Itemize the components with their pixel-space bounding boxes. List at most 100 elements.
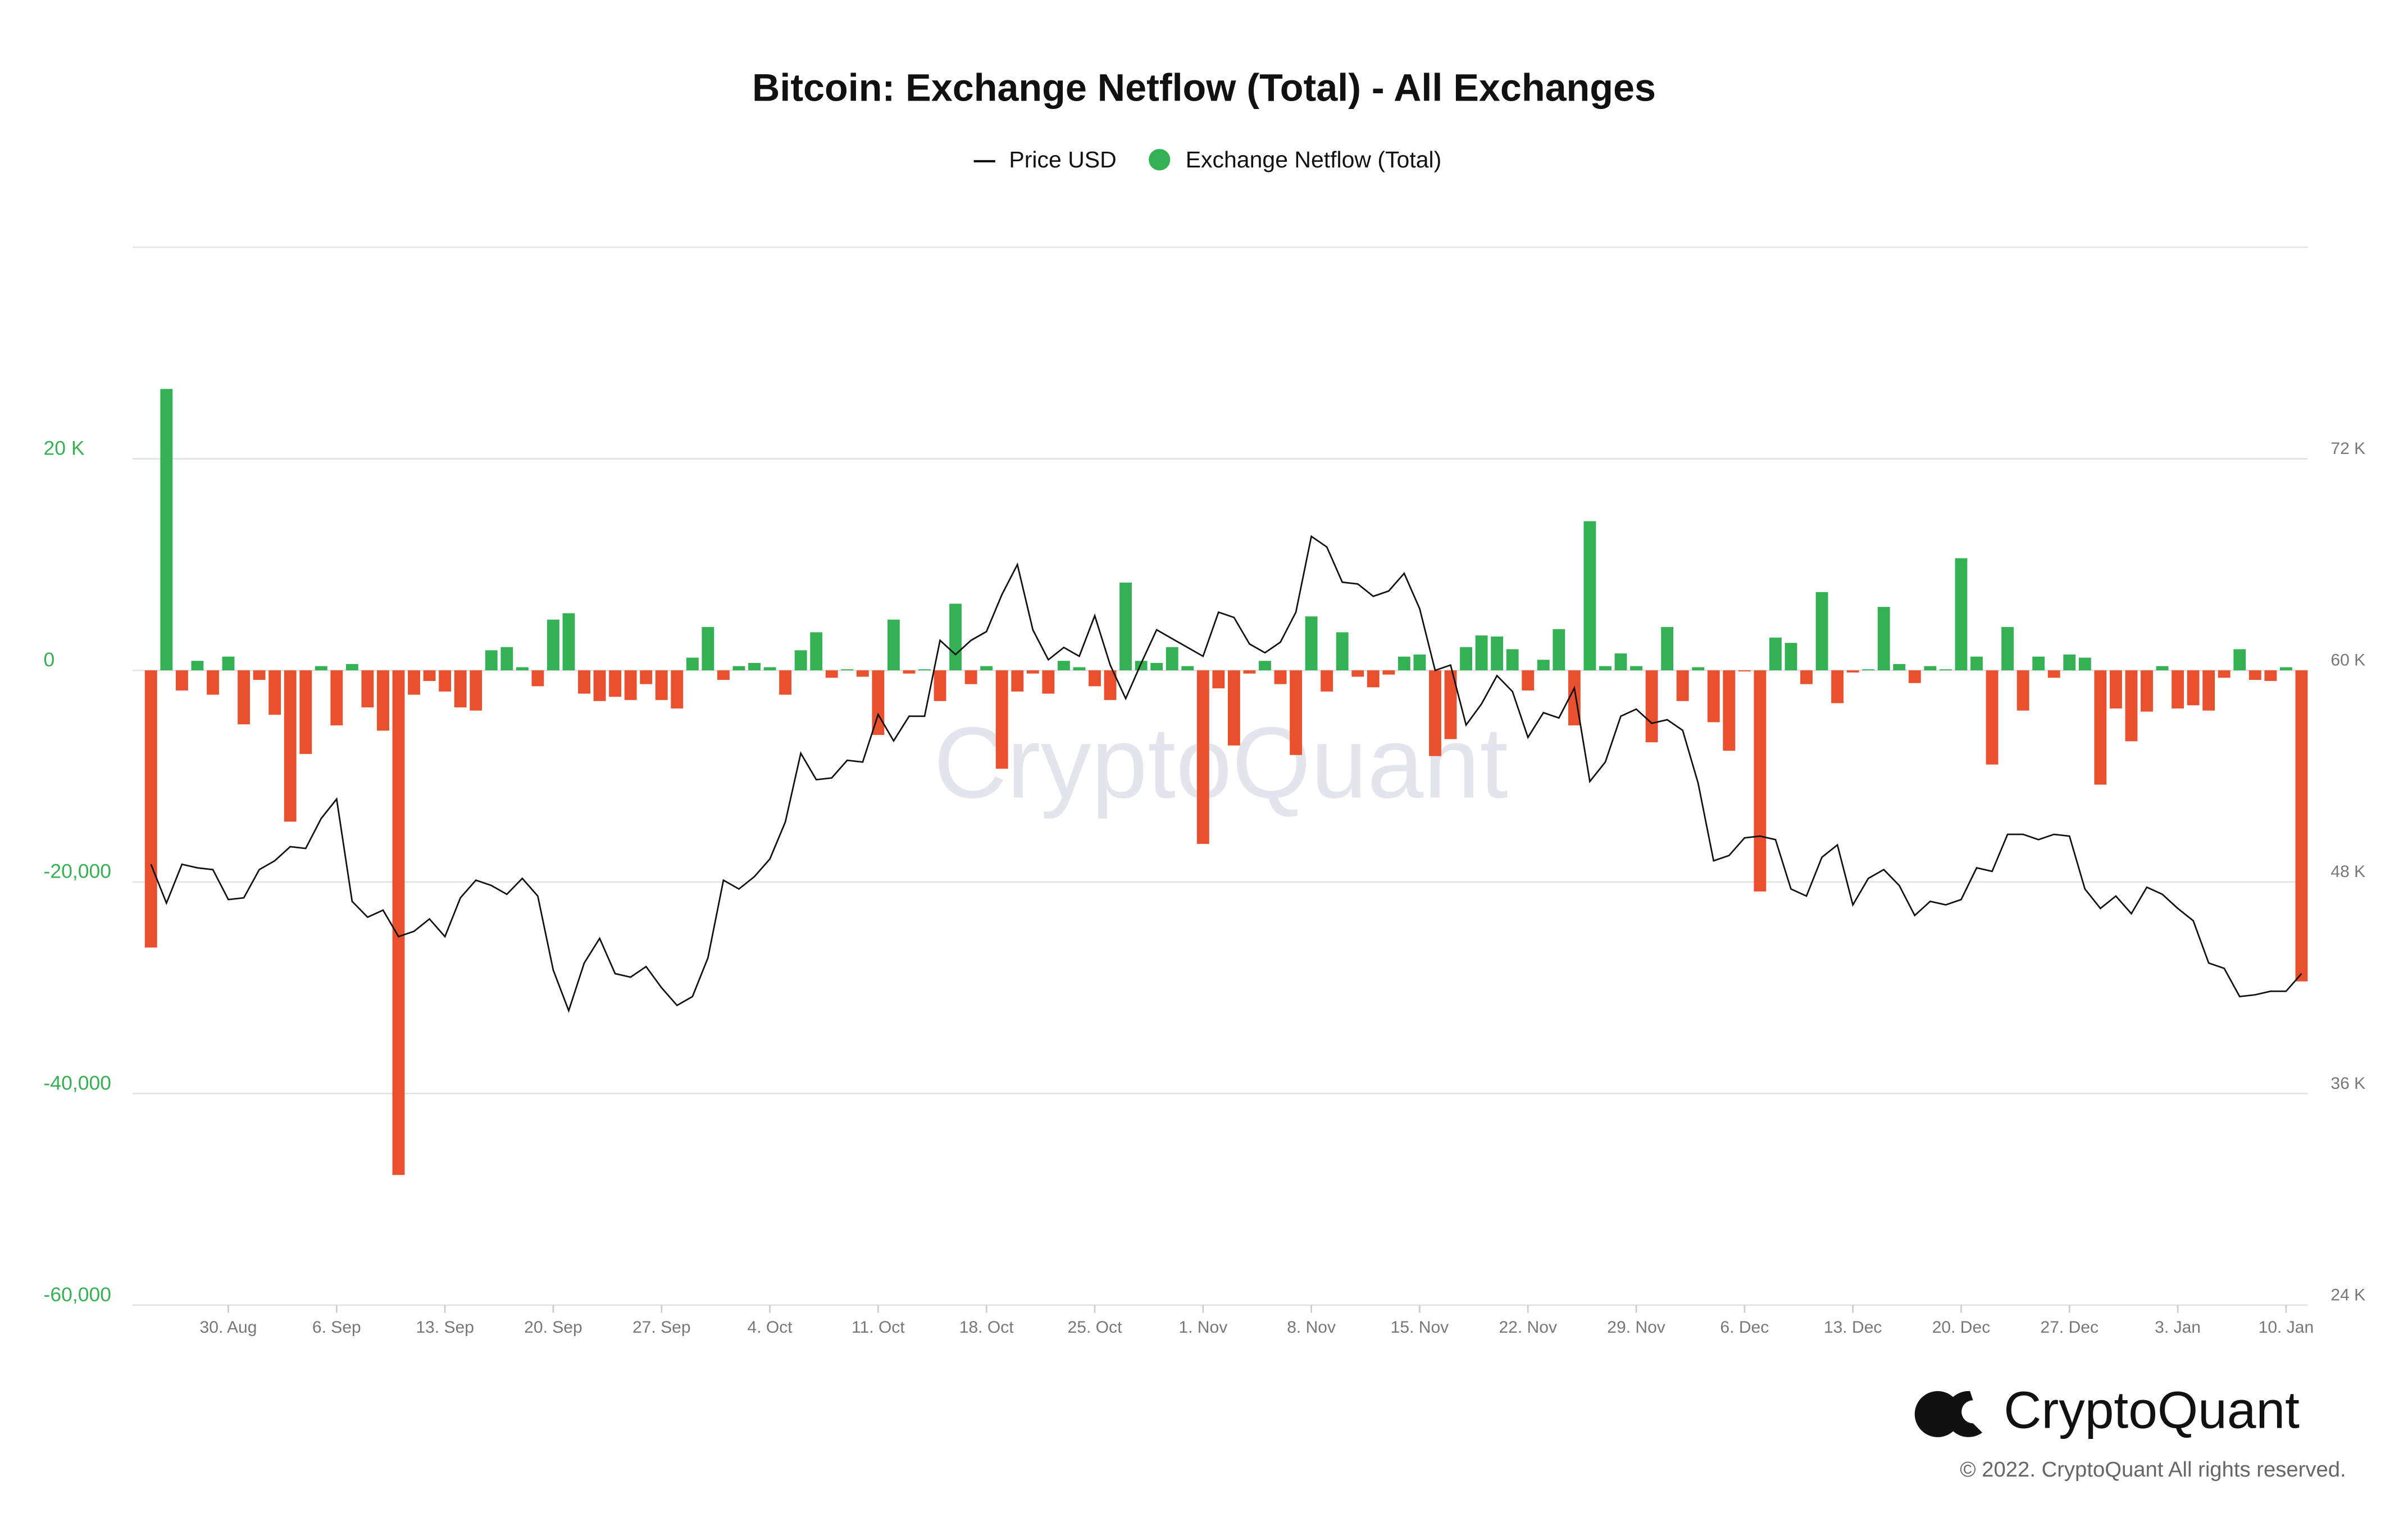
bar: [439, 670, 452, 692]
bar: [1042, 670, 1055, 694]
bar: [934, 670, 946, 701]
bar: [856, 670, 869, 677]
bar: [2264, 670, 2277, 681]
bar: [1057, 661, 1070, 671]
bar: [547, 619, 559, 671]
bar: [748, 662, 761, 671]
bar: [887, 619, 900, 671]
bar: [2279, 667, 2292, 671]
bar: [918, 669, 931, 671]
y2-tick-label: 24 K: [2330, 1286, 2365, 1304]
bar: [485, 650, 498, 671]
y-tick-label: -20,000: [44, 860, 111, 883]
bar: [2218, 670, 2231, 678]
bar: [2141, 670, 2153, 712]
bar: [345, 664, 358, 671]
bar: [408, 670, 420, 695]
bar: [1877, 607, 1890, 671]
bar: [2109, 670, 2122, 708]
legend-swatch: [1149, 149, 1171, 171]
bar: [1785, 643, 1797, 671]
bar: [2063, 654, 2076, 671]
legend-label: Exchange Netflow (Total): [1186, 147, 1442, 172]
bar: [1630, 666, 1642, 671]
bar: [1815, 592, 1828, 671]
bar: [794, 650, 807, 671]
bar: [470, 670, 482, 711]
y2-tick-label: 36 K: [2330, 1074, 2365, 1093]
copyright: © 2022. CryptoQuant All rights reserved.: [1960, 1457, 2346, 1482]
x-tick-label: 8. Nov: [1287, 1318, 1336, 1337]
bar: [1568, 670, 1581, 726]
bar: [531, 670, 544, 687]
bar: [2032, 656, 2045, 671]
bar: [1274, 670, 1287, 684]
bar: [640, 670, 653, 684]
y2-tick-label: 60 K: [2330, 651, 2365, 670]
bar: [500, 647, 513, 671]
bar: [284, 670, 297, 822]
bar: [717, 670, 730, 680]
x-tick-label: 11. Oct: [852, 1318, 905, 1337]
x-tick-label: 3. Jan: [2155, 1318, 2201, 1337]
bar: [1259, 661, 1271, 671]
x-tick-label: 15. Nov: [1391, 1318, 1449, 1337]
bar: [1908, 670, 1921, 683]
x-tick-label: 4. Oct: [747, 1318, 793, 1337]
bar: [2125, 670, 2138, 742]
x-tick-label: 27. Sep: [632, 1318, 691, 1337]
bar: [1089, 670, 1101, 687]
x-tick-label: 10. Jan: [2259, 1318, 2314, 1337]
bar: [2016, 670, 2029, 711]
y2-tick-label: 48 K: [2330, 862, 2365, 881]
x-tick-label: 30. Aug: [200, 1318, 257, 1337]
bar: [763, 667, 776, 671]
bar: [1970, 656, 1983, 671]
x-tick-label: 1. Nov: [1178, 1318, 1227, 1337]
bar: [1351, 670, 1364, 677]
y-tick-label: 0: [44, 648, 55, 671]
bar: [423, 670, 436, 681]
bar: [1614, 653, 1627, 671]
price-line: [150, 535, 2302, 1013]
bar: [903, 670, 916, 674]
bar: [1537, 660, 1550, 671]
y-tick-label: -40,000: [44, 1071, 111, 1094]
bar: [1166, 647, 1178, 671]
bar: [377, 670, 389, 731]
bar: [392, 670, 405, 1175]
x-tick-label: 18. Oct: [959, 1318, 1014, 1337]
bar: [1738, 670, 1751, 672]
bar: [2202, 670, 2215, 711]
bar: [1924, 666, 1937, 671]
bar: [1800, 670, 1813, 684]
bar: [1460, 647, 1472, 671]
legend-label: Price USD: [1009, 147, 1116, 172]
bar: [995, 670, 1008, 769]
bar: [2187, 670, 2200, 706]
bar: [686, 657, 699, 671]
bar: [1227, 670, 1240, 746]
bar: [1506, 649, 1519, 671]
bar: [1645, 670, 1658, 743]
bar: [299, 670, 312, 754]
bar: [2078, 657, 2091, 671]
logo-mark: [1945, 1391, 1983, 1437]
bar: [2233, 649, 2246, 671]
bar: [238, 670, 251, 725]
bar: [1026, 670, 1039, 674]
bar: [2295, 670, 2308, 982]
bar: [2172, 670, 2184, 708]
bar: [2047, 670, 2060, 678]
x-tick-label: 6. Dec: [1720, 1318, 1769, 1337]
bar: [702, 626, 714, 671]
bar: [1321, 670, 1333, 692]
bar: [1398, 656, 1410, 671]
bar: [1522, 670, 1535, 691]
y-tick-label: 20 K: [44, 437, 85, 460]
bar: [1290, 670, 1303, 755]
bar: [578, 670, 590, 694]
bar: [1723, 670, 1736, 751]
x-tick-label: 20. Dec: [1932, 1318, 1991, 1337]
